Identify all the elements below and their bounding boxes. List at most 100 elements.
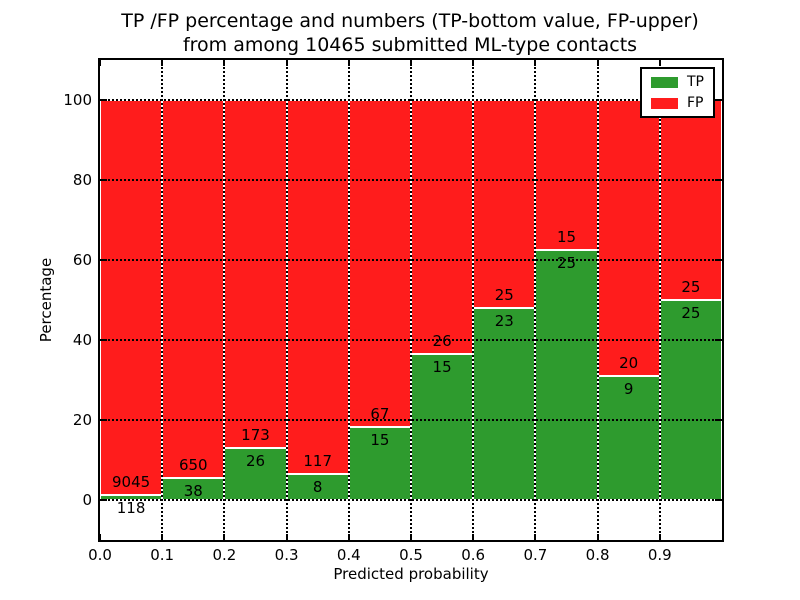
bar-count-label-fp: 650 — [178, 455, 208, 474]
y-tick-label: 80 — [72, 171, 92, 189]
bar-count-label-fp: 25 — [681, 278, 701, 296]
bar-count-label-tp: 118 — [116, 498, 146, 517]
legend: TP FP — [640, 67, 715, 118]
bar-count-label-tp: 23 — [494, 312, 514, 331]
horizontal-gridline — [100, 339, 722, 341]
vertical-gridline — [161, 60, 164, 540]
x-tick-label: 0.9 — [647, 546, 672, 564]
x-tick-mark — [285, 534, 288, 540]
x-tick-mark — [99, 60, 101, 66]
x-tick-mark — [223, 534, 226, 540]
vertical-gridline — [285, 60, 288, 540]
bar-count-label-fp: 26 — [432, 331, 452, 350]
vertical-gridline — [223, 60, 226, 540]
horizontal-gridline — [100, 179, 722, 181]
bar-segment-fp — [162, 100, 225, 478]
y-tick-mark — [100, 499, 107, 501]
legend-label-tp: TP — [687, 74, 704, 90]
horizontal-gridline — [100, 499, 722, 501]
y-tick-label: 100 — [63, 91, 92, 109]
x-tick-mark — [472, 60, 475, 66]
horizontal-gridline — [100, 259, 722, 261]
bar-segment-fp — [224, 100, 287, 448]
y-tick-label: 60 — [72, 251, 92, 269]
x-tick-mark — [534, 534, 537, 540]
x-tick-mark — [410, 60, 412, 66]
chart-title: TP /FP percentage and numbers (TP-bottom… — [90, 9, 730, 57]
x-tick-label: 0.5 — [399, 546, 423, 564]
y-tick-mark — [715, 339, 722, 341]
y-tick-label: 20 — [72, 411, 92, 429]
bar-count-label-fp: 20 — [619, 353, 639, 372]
chart-title-line-2: from among 10465 submitted ML-type conta… — [182, 34, 638, 56]
bar-segment-tp — [473, 308, 536, 500]
bar-count-label-tp: 25 — [556, 254, 577, 272]
x-tick-mark — [658, 60, 661, 66]
x-tick-mark — [223, 60, 226, 66]
bar-count-label-tp: 9 — [623, 379, 634, 398]
x-tick-mark — [99, 534, 101, 540]
chart-title-line-1: TP /FP percentage and numbers (TP-bottom… — [121, 10, 699, 32]
bar-count-label-tp: 38 — [183, 481, 203, 500]
bar-segment-tp — [659, 300, 722, 500]
bar-segment-fp — [411, 100, 474, 354]
bar-segment-tp — [535, 250, 598, 500]
x-tick-label: 0.0 — [88, 546, 112, 564]
y-tick-mark — [100, 419, 107, 421]
bar-count-label-fp: 67 — [370, 404, 390, 423]
vertical-gridline — [534, 60, 537, 540]
x-axis-label: Predicted probability — [333, 565, 489, 583]
bar-count-label-tp: 8 — [312, 478, 323, 497]
x-tick-mark — [596, 534, 599, 540]
bar-count-label-tp: 15 — [370, 430, 390, 449]
vertical-gridline — [658, 60, 661, 540]
plot-area: TP FP 9045 118 650 38 173 26 117 8 67 15 26 15 25 23 15… — [99, 60, 722, 540]
x-tick-label: 0.7 — [523, 546, 548, 564]
x-tick-mark — [410, 534, 412, 540]
bar-segment-fp — [597, 100, 660, 376]
x-tick-label: 0.2 — [212, 546, 237, 564]
vertical-gridline — [410, 60, 412, 540]
legend-entry: FP — [651, 96, 704, 110]
x-tick-mark — [285, 60, 288, 66]
bar-segment-fp — [473, 100, 536, 309]
y-tick-mark — [100, 99, 107, 101]
y-tick-mark — [715, 419, 722, 421]
horizontal-gridline — [100, 419, 722, 421]
y-tick-mark — [100, 259, 107, 261]
x-tick-mark — [347, 534, 350, 540]
legend-label-fp: FP — [687, 95, 704, 111]
bar-count-label-fp: 173 — [241, 425, 270, 444]
bar-segment-fp — [348, 100, 411, 427]
x-tick-label: 0.4 — [336, 546, 361, 564]
bar-count-label-fp: 117 — [303, 452, 332, 471]
bar-count-label-tp: 25 — [681, 304, 701, 322]
x-tick-label: 0.6 — [461, 546, 486, 564]
bar-count-label-fp: 15 — [556, 228, 577, 246]
x-tick-mark — [347, 60, 350, 66]
bar-count-label-fp: 25 — [494, 286, 514, 305]
x-tick-mark — [161, 60, 164, 66]
bar-count-label-fp: 9045 — [112, 472, 151, 491]
x-tick-mark — [658, 534, 661, 540]
vertical-gridline — [347, 60, 350, 540]
vertical-gridline — [472, 60, 475, 540]
legend-entry: TP — [651, 75, 704, 89]
x-tick-mark — [596, 60, 599, 66]
x-tick-mark — [534, 60, 537, 66]
y-tick-mark — [100, 339, 107, 341]
bar-count-label-tp: 15 — [432, 357, 452, 376]
y-tick-mark — [715, 179, 722, 181]
x-tick-label: 0.1 — [150, 546, 175, 564]
y-tick-label: 40 — [72, 331, 92, 349]
legend-swatch-tp — [651, 76, 678, 88]
y-tick-mark — [715, 499, 722, 501]
y-tick-mark — [100, 179, 107, 181]
x-tick-label: 0.3 — [274, 546, 299, 564]
vertical-gridline — [596, 60, 599, 540]
y-tick-mark — [715, 259, 722, 261]
bar-segment-fp — [659, 100, 722, 300]
legend-swatch-fp — [651, 97, 678, 109]
x-tick-label: 0.8 — [585, 546, 610, 564]
